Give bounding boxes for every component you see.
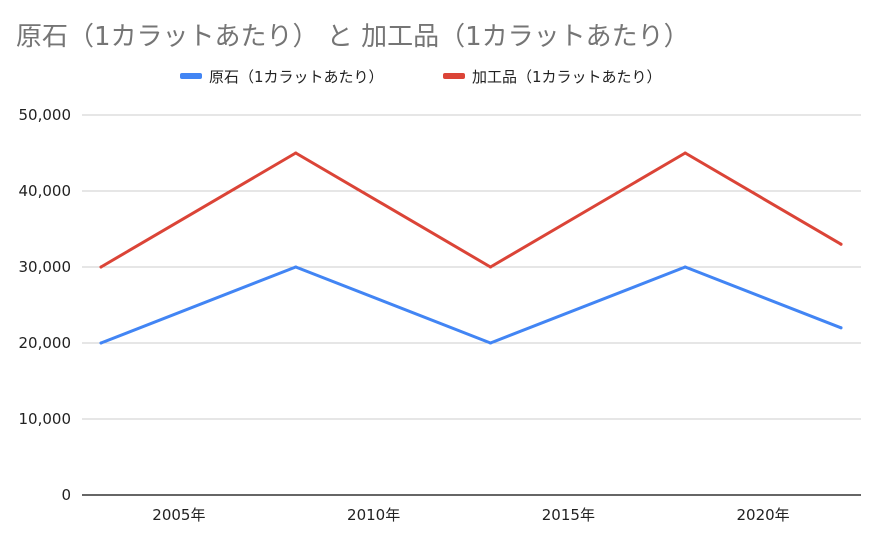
- legend-item-processed[interactable]: 加工品（1カラットあたり）: [443, 68, 662, 86]
- chart-title: 原石（1カラットあたり） と 加工品（1カラットあたり）: [16, 22, 690, 52]
- data-point: [839, 326, 843, 330]
- data-point: [683, 151, 687, 155]
- y-tick-label: 50,000: [19, 106, 72, 124]
- y-tick-label: 20,000: [19, 334, 72, 352]
- legend-swatch-processed: [443, 73, 465, 79]
- data-point: [683, 265, 687, 269]
- series-line-processed: [99, 151, 843, 269]
- legend-label-processed: 加工品（1カラットあたり）: [472, 68, 662, 86]
- y-tick-label: 30,000: [19, 258, 72, 276]
- y-tick-label: 10,000: [19, 410, 72, 428]
- series-line-rough: [99, 265, 843, 345]
- x-axis: 2005年 2010年 2015年 2020年: [152, 506, 789, 524]
- data-point: [488, 265, 492, 269]
- data-point: [99, 265, 103, 269]
- data-point: [99, 341, 103, 345]
- x-tick-label: 2020年: [737, 506, 790, 524]
- legend-item-rough[interactable]: 原石（1カラットあたり）: [180, 68, 384, 86]
- data-point: [294, 151, 298, 155]
- y-tick-label: 40,000: [19, 182, 72, 200]
- data-point: [839, 242, 843, 246]
- legend-label-rough: 原石（1カラットあたり）: [209, 68, 384, 86]
- gridlines: [82, 114, 861, 496]
- data-point: [488, 341, 492, 345]
- legend: 原石（1カラットあたり） 加工品（1カラットあたり）: [180, 68, 662, 86]
- series-lines: [99, 151, 843, 345]
- x-tick-label: 2015年: [542, 506, 595, 524]
- x-tick-label: 2010年: [347, 506, 400, 524]
- x-tick-label: 2005年: [152, 506, 205, 524]
- data-point: [294, 265, 298, 269]
- y-tick-label: 0: [61, 486, 71, 504]
- legend-swatch-rough: [180, 73, 202, 79]
- y-axis: 0 10,000 20,000 30,000 40,000 50,000: [19, 106, 72, 504]
